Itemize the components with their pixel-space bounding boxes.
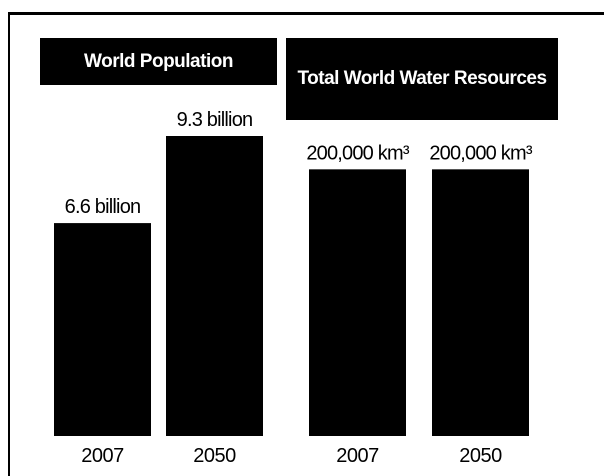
population-bar-2007 (54, 223, 151, 436)
water-bar-2050 (432, 169, 529, 437)
population-data-label-2007: 6.6 billion (65, 196, 141, 218)
world-water-title: Total World Water Resources (286, 38, 558, 120)
population-data-label-2050: 9.3 billion (177, 109, 253, 131)
world-population-title: World Population (40, 38, 277, 85)
population-bar-2050 (166, 136, 263, 436)
water-data-label-2007: 200,000 km³ (306, 142, 410, 164)
water-bar-2007 (309, 169, 406, 437)
water-tick-label-2007: 2007 (336, 445, 379, 467)
left-border (8, 12, 10, 476)
population-tick-label-2007: 2007 (81, 445, 124, 467)
population-tick-label-2050: 2050 (193, 445, 236, 467)
water-tick-label-2050: 2050 (459, 445, 502, 467)
top-border (8, 12, 604, 15)
water-data-label-2050: 200,000 km³ (429, 142, 533, 164)
